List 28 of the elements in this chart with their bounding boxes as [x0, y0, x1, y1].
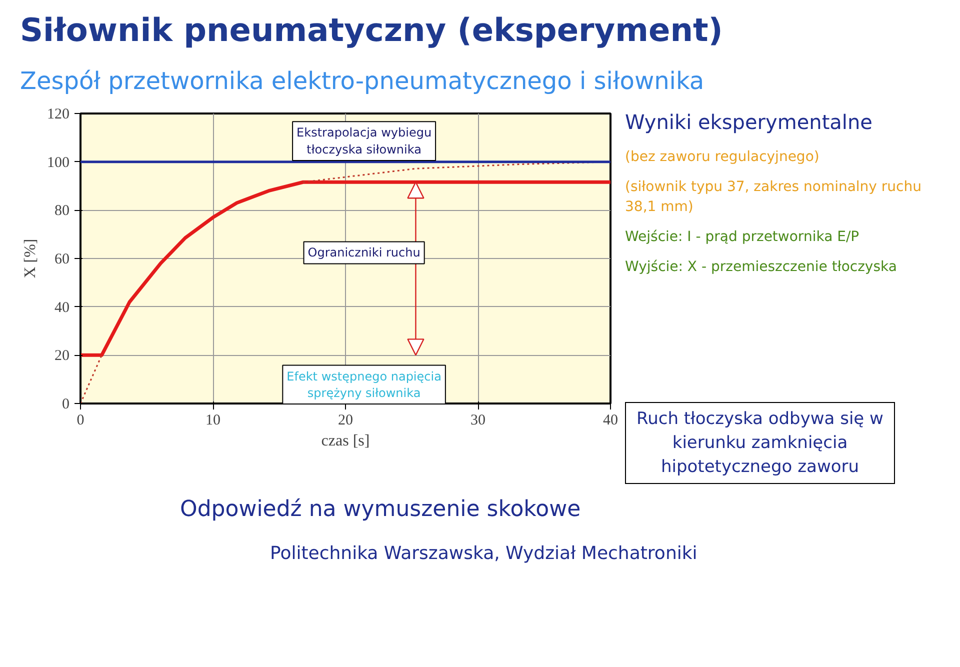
annotation: Ekstrapolacja wybiegu tłoczyska siłownika: [296, 126, 432, 156]
text: Wejście: I - prąd przetwornika E/P: [625, 228, 860, 247]
y-tick-label: 120: [47, 106, 70, 122]
annotation: Ograniczniki ruchu: [308, 246, 420, 260]
text: Ruch tłoczyska odbywa się w kierunku zamknięcia hipotetycznego zaworu: [636, 408, 884, 480]
y-tick-label: 60: [54, 251, 70, 268]
x-tick-label: 20: [338, 412, 353, 428]
text: (bez zaworu regulacyjnego): [625, 148, 820, 167]
y-tick-label: 40: [54, 300, 70, 316]
chart-subtitle: Zespół przetwornika elektro-pneumatycznego i siłownika: [20, 66, 704, 97]
x-axis-title: czas [s]: [321, 432, 370, 450]
chart-title: Siłownik pneumatyczny (eksperyment): [20, 10, 723, 51]
x-tick-label: 30: [470, 412, 486, 428]
y-tick-label: 20: [54, 348, 70, 364]
y-axis-title: X [%]: [22, 238, 39, 278]
y-tick-label: 100: [47, 154, 70, 171]
text: Politechnika Warszawska, Wydział Mechatroniki: [270, 542, 698, 566]
x-tick-label: 10: [206, 412, 220, 428]
y-tick-label: 0: [62, 396, 70, 412]
x-tick-label: 40: [603, 412, 618, 428]
line-series: [80, 180, 610, 357]
text: (siłownik typu 37, zakres nominalny ruchu 38,1 mm): [625, 178, 922, 217]
text: Odpowiedź na wymuszenie skokowe: [180, 496, 581, 524]
y-tick-label: 80: [54, 203, 70, 220]
x-tick-label: 0: [76, 412, 84, 428]
annotation: Efekt wstępnego napięcia sprężyny siłownika: [286, 369, 442, 400]
text: Wyniki eksperymentalne: [625, 108, 872, 136]
text: Wyjście: X - przemieszczenie tłoczyska: [625, 258, 897, 277]
